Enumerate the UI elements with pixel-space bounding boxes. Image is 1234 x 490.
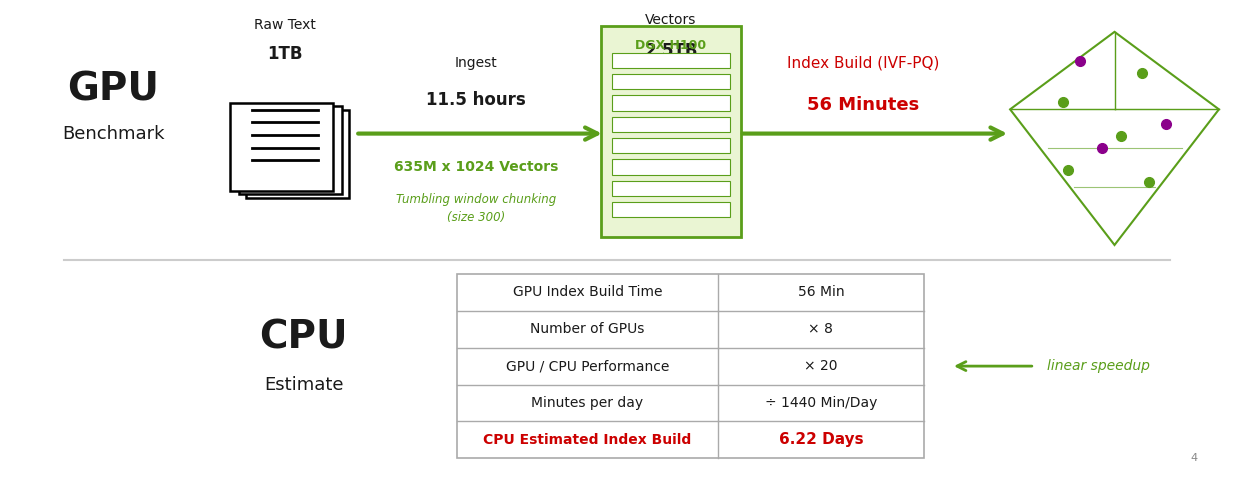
Text: ÷ 1440 Min/Day: ÷ 1440 Min/Day xyxy=(765,396,877,410)
FancyBboxPatch shape xyxy=(612,117,731,132)
FancyBboxPatch shape xyxy=(612,74,731,90)
Text: 4: 4 xyxy=(1191,453,1198,463)
Text: DGX H100: DGX H100 xyxy=(636,39,707,52)
Text: Ingest: Ingest xyxy=(454,56,497,71)
FancyBboxPatch shape xyxy=(612,53,731,68)
Text: 635M x 1024 Vectors: 635M x 1024 Vectors xyxy=(394,161,558,174)
Text: 56 Minutes: 56 Minutes xyxy=(807,96,919,114)
Text: CPU Estimated Index Build: CPU Estimated Index Build xyxy=(484,433,691,447)
Text: Estimate: Estimate xyxy=(264,376,343,394)
Text: GPU: GPU xyxy=(68,71,159,109)
Text: 56 Min: 56 Min xyxy=(797,286,844,299)
Text: Benchmark: Benchmark xyxy=(62,124,164,143)
FancyBboxPatch shape xyxy=(458,274,924,458)
FancyBboxPatch shape xyxy=(612,181,731,196)
FancyBboxPatch shape xyxy=(238,106,342,194)
FancyBboxPatch shape xyxy=(612,138,731,153)
FancyBboxPatch shape xyxy=(612,159,731,175)
Text: Raw Text: Raw Text xyxy=(254,18,316,31)
Text: Index Build (IVF-PQ): Index Build (IVF-PQ) xyxy=(786,56,939,71)
Text: × 20: × 20 xyxy=(805,359,838,373)
Text: 2.5TB: 2.5TB xyxy=(644,42,697,60)
FancyBboxPatch shape xyxy=(612,96,731,111)
Text: Vectors: Vectors xyxy=(645,13,697,27)
Text: Minutes per day: Minutes per day xyxy=(532,396,644,410)
Text: CPU: CPU xyxy=(259,318,348,356)
Text: 11.5 hours: 11.5 hours xyxy=(426,91,526,109)
FancyBboxPatch shape xyxy=(612,202,731,218)
Text: linear speedup: linear speedup xyxy=(1046,359,1150,373)
Text: 1TB: 1TB xyxy=(268,45,304,63)
Text: 6.22 Days: 6.22 Days xyxy=(779,432,864,447)
Text: Tumbling window chunking
(size 300): Tumbling window chunking (size 300) xyxy=(396,193,555,224)
FancyBboxPatch shape xyxy=(601,25,742,237)
Text: GPU / CPU Performance: GPU / CPU Performance xyxy=(506,359,669,373)
FancyBboxPatch shape xyxy=(246,110,349,198)
Text: × 8: × 8 xyxy=(808,322,833,336)
Text: Number of GPUs: Number of GPUs xyxy=(531,322,644,336)
Text: GPU Index Build Time: GPU Index Build Time xyxy=(513,286,663,299)
FancyBboxPatch shape xyxy=(230,103,333,191)
